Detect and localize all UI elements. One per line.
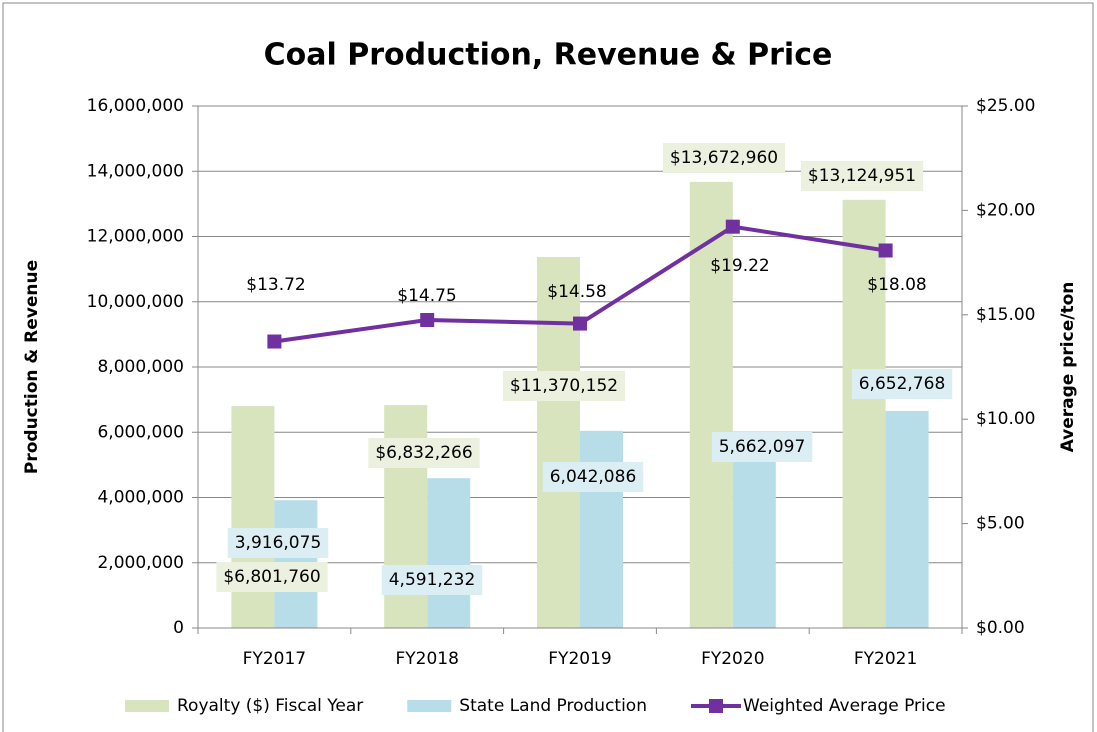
x-tick-label: FY2018	[395, 649, 458, 669]
y-tick-label: 16,000,000	[87, 96, 184, 116]
data-label: $6,801,760	[223, 567, 320, 587]
y-tick-label: 14,000,000	[87, 161, 184, 181]
data-label: $18.08	[867, 275, 926, 295]
y-tick-label: 2,000,000	[97, 553, 184, 573]
data-label-bg	[227, 528, 329, 558]
bar	[427, 478, 471, 628]
data-label: 6,042,086	[550, 467, 637, 487]
bar	[885, 410, 929, 628]
y2-tick-label: $5.00	[976, 514, 1025, 534]
bar	[537, 257, 580, 628]
data-label-bg	[368, 438, 480, 468]
line-marker	[725, 219, 740, 234]
line-marker	[267, 334, 282, 349]
y2-tick-label: $15.00	[976, 305, 1035, 325]
data-label-bg	[502, 371, 626, 401]
x-tick-label: FY2017	[243, 649, 306, 669]
bar	[231, 406, 275, 628]
data-label: 4,591,232	[389, 570, 476, 590]
data-label: 3,916,075	[235, 533, 322, 553]
data-label-bg	[800, 161, 924, 191]
legend-label: Weighted Average Price	[743, 696, 946, 716]
x-tick-label: FY2021	[854, 649, 917, 669]
legend-swatch	[125, 700, 169, 712]
line-marker	[573, 316, 587, 331]
y-tick-label: 0	[173, 618, 184, 638]
legend-marker	[709, 699, 723, 713]
data-label: $13.72	[246, 275, 305, 295]
y-axis-title: Production & Revenue	[22, 260, 42, 474]
chart-title: Coal Production, Revenue & Price	[264, 38, 833, 73]
data-label: $19.22	[710, 256, 769, 276]
y-tick-label: 8,000,000	[97, 357, 184, 377]
data-label: $14.75	[397, 286, 456, 306]
bar	[689, 181, 733, 628]
legend-label: Royalty ($) Fiscal Year	[177, 696, 363, 716]
bar	[732, 443, 776, 628]
bar	[842, 199, 886, 629]
x-tick-label: FY2019	[548, 649, 611, 669]
legend-label: State Land Production	[459, 696, 647, 716]
data-label: $13,124,951	[808, 166, 916, 186]
y-tick-label: 12,000,000	[87, 227, 184, 247]
data-label: $6,832,266	[375, 443, 472, 463]
y2-tick-label: $10.00	[976, 409, 1035, 429]
legend-swatch	[407, 700, 452, 712]
y2-axis-title: Average price/ton	[1058, 282, 1078, 453]
y2-tick-label: $25.00	[976, 96, 1035, 116]
y2-tick-label: $20.00	[976, 200, 1035, 220]
data-label: $13,672,960	[670, 148, 778, 168]
data-label-bg	[542, 462, 644, 492]
y2-tick-label: $0.00	[976, 618, 1025, 638]
data-label-bg	[216, 562, 328, 592]
data-label-bg	[851, 369, 953, 399]
data-label-bg	[381, 565, 483, 595]
data-label: $11,370,152	[510, 376, 618, 396]
data-label: $14.58	[547, 282, 606, 302]
data-label: 6,652,768	[859, 374, 946, 394]
y-tick-label: 4,000,000	[97, 488, 184, 508]
data-label-bg	[662, 143, 786, 173]
x-tick-label: FY2020	[701, 649, 764, 669]
y-tick-label: 6,000,000	[97, 422, 184, 442]
bar	[580, 430, 623, 628]
data-label: 5,662,097	[719, 437, 806, 457]
y-tick-label: 10,000,000	[87, 292, 184, 312]
data-label-bg	[711, 432, 813, 462]
line-marker	[420, 313, 435, 328]
line-marker	[878, 243, 893, 258]
